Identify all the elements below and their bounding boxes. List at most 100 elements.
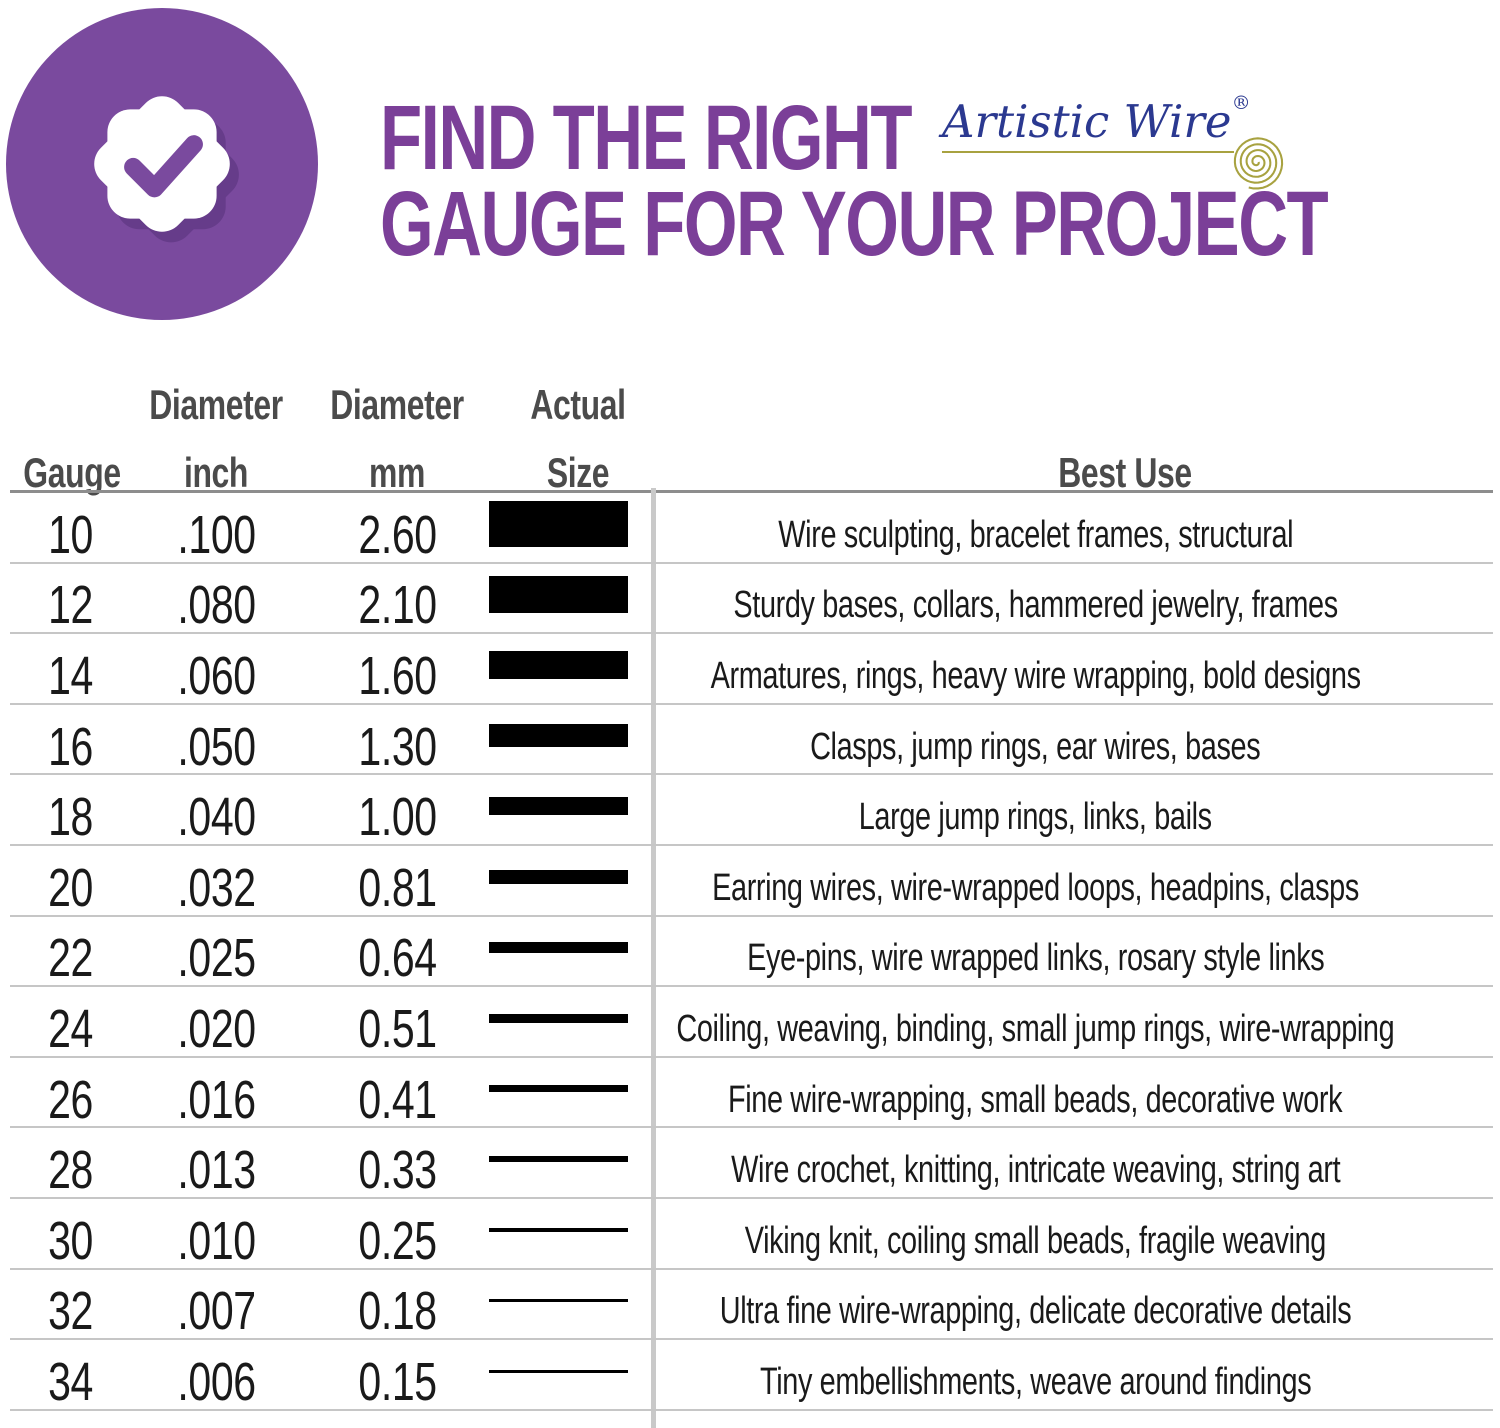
actual-size-bar	[489, 797, 628, 816]
gauge-value: 20	[48, 857, 94, 918]
diameter-mm-value: 2.60	[358, 504, 437, 565]
diameter-mm-value: 0.25	[358, 1210, 437, 1271]
table-row: 14 .060 1.60 Armatures, rings, heavy wir…	[0, 634, 1500, 705]
diameter-inch-value: .040	[177, 787, 257, 848]
diameter-mm-value: 0.33	[358, 1140, 437, 1201]
registered-trademark-symbol: ®	[1231, 92, 1251, 114]
diameter-inch-value: .016	[177, 1069, 257, 1130]
best-use-text: Tiny embellishments, weave around findin…	[759, 1360, 1312, 1403]
col-header-diameter-mm-top: Diameter	[330, 381, 464, 428]
table-row: 30 .010 0.25 Viking knit, coiling small …	[0, 1199, 1500, 1270]
gauge-value: 14	[48, 645, 94, 706]
diameter-inch-value: .006	[177, 1351, 257, 1412]
diameter-mm-value: 0.81	[358, 857, 437, 918]
actual-size-bar	[489, 1299, 628, 1303]
best-use-text: Earring wires, wire-wrapped loops, headp…	[712, 866, 1359, 909]
col-header-mm: mm	[368, 449, 426, 496]
best-use-text: Ultra fine wire-wrapping, delicate decor…	[719, 1290, 1352, 1333]
wire-spiral-icon	[1233, 137, 1284, 190]
diameter-mm-value: 0.15	[358, 1351, 437, 1412]
verified-badge	[6, 8, 318, 320]
col-header-diameter-inch-top: Diameter	[149, 381, 283, 428]
page-title-line-2: GAUGE FOR YOUR PROJECT	[380, 173, 1329, 275]
best-use-text: Large jump rings, links, bails	[859, 796, 1212, 839]
diameter-mm-value: 1.30	[358, 716, 437, 777]
table-row: 12 .080 2.10 Sturdy bases, collars, hamm…	[0, 564, 1500, 635]
best-use-text: Sturdy bases, collars, hammered jewelry,…	[733, 584, 1338, 627]
gauge-value: 32	[48, 1281, 94, 1342]
diameter-mm-value: 0.51	[358, 998, 437, 1059]
best-use-text: Eye-pins, wire wrapped links, rosary sty…	[746, 937, 1325, 980]
col-header-inch: inch	[183, 449, 249, 496]
actual-size-bar	[489, 724, 628, 748]
table-row: 22 .025 0.64 Eye-pins, wire wrapped link…	[0, 917, 1500, 988]
gauge-value: 18	[48, 787, 94, 848]
gauge-value: 30	[48, 1210, 94, 1271]
diameter-mm-value: 0.18	[358, 1281, 437, 1342]
actual-size-bar	[489, 942, 628, 954]
diameter-mm-value: 0.41	[358, 1069, 437, 1130]
check-badge-icon	[94, 96, 239, 243]
gauge-value: 26	[48, 1069, 94, 1130]
brand-underline	[942, 151, 1234, 153]
table-row: 24 .020 0.51 Coiling, weaving, binding, …	[0, 987, 1500, 1058]
header-rule	[10, 490, 1493, 493]
best-use-text: Armatures, rings, heavy wire wrapping, b…	[710, 654, 1361, 697]
table-row: 16 .050 1.30 Clasps, jump rings, ear wir…	[0, 705, 1500, 776]
diameter-inch-value: .010	[177, 1210, 257, 1271]
diameter-inch-value: .007	[177, 1281, 257, 1342]
brand-logo-artistic-wire: Artistic Wire®	[942, 92, 1251, 145]
gauge-value: 16	[48, 716, 94, 777]
best-use-text: Coiling, weaving, binding, small jump ri…	[676, 1007, 1395, 1050]
best-use-text: Wire sculpting, bracelet frames, structu…	[778, 513, 1293, 556]
actual-size-bar	[489, 1085, 628, 1093]
table-body: 10 .100 2.60 Wire sculpting, bracelet fr…	[0, 493, 1500, 1411]
col-header-best-use: Best Use	[1058, 449, 1192, 496]
col-header-actual-top: Actual	[530, 381, 626, 428]
gauge-value: 24	[48, 998, 94, 1059]
gauge-value: 10	[48, 504, 94, 565]
col-header-size: Size	[546, 449, 610, 496]
table-row: 10 .100 2.60 Wire sculpting, bracelet fr…	[0, 493, 1500, 564]
diameter-mm-value: 1.00	[358, 787, 437, 848]
actual-size-bar	[489, 869, 628, 884]
diameter-mm-value: 2.10	[358, 575, 437, 636]
col-header-gauge: Gauge	[23, 449, 121, 496]
actual-size-bar	[489, 1227, 628, 1232]
gauge-value: 22	[48, 928, 94, 989]
table-row: 28 .013 0.33 Wire crochet, knitting, int…	[0, 1128, 1500, 1199]
gauge-value: 28	[48, 1140, 94, 1201]
diameter-mm-value: 1.60	[358, 645, 437, 706]
table-row: 20 .032 0.81 Earring wires, wire-wrapped…	[0, 846, 1500, 917]
gauge-value: 12	[48, 575, 94, 636]
diameter-inch-value: .100	[177, 504, 257, 565]
actual-size-bar	[489, 501, 628, 547]
diameter-inch-value: .013	[177, 1140, 257, 1201]
table-row: 32 .007 0.18 Ultra fine wire-wrapping, d…	[0, 1270, 1500, 1341]
gauge-value: 34	[48, 1351, 94, 1412]
brand-logo-text: Artistic Wire	[942, 95, 1232, 148]
actual-size-bar	[489, 576, 628, 614]
best-use-text: Clasps, jump rings, ear wires, bases	[810, 725, 1261, 768]
diameter-inch-value: .080	[177, 575, 257, 636]
actual-size-bar	[489, 651, 628, 680]
actual-size-bar	[489, 1156, 628, 1163]
table-row: 34 .006 0.15 Tiny embellishments, weave …	[0, 1340, 1500, 1411]
diameter-inch-value: .032	[177, 857, 257, 918]
diameter-mm-value: 0.64	[358, 928, 437, 989]
actual-size-bar	[489, 1013, 628, 1023]
best-use-text: Wire crochet, knitting, intricate weavin…	[730, 1149, 1341, 1192]
table-row: 26 .016 0.41 Fine wire-wrapping, small b…	[0, 1058, 1500, 1129]
diameter-inch-value: .020	[177, 998, 257, 1059]
diameter-inch-value: .025	[177, 928, 257, 989]
best-use-text: Viking knit, coiling small beads, fragil…	[744, 1219, 1327, 1262]
page-title-line-1: FIND THE RIGHT	[380, 87, 912, 189]
table-row: 18 .040 1.00 Large jump rings, links, ba…	[0, 775, 1500, 846]
check-icon	[124, 135, 203, 198]
column-divider	[651, 488, 656, 1428]
diameter-inch-value: .050	[177, 716, 257, 777]
diameter-inch-value: .060	[177, 645, 257, 706]
actual-size-bar	[489, 1369, 628, 1373]
best-use-text: Fine wire-wrapping, small beads, decorat…	[728, 1078, 1343, 1121]
